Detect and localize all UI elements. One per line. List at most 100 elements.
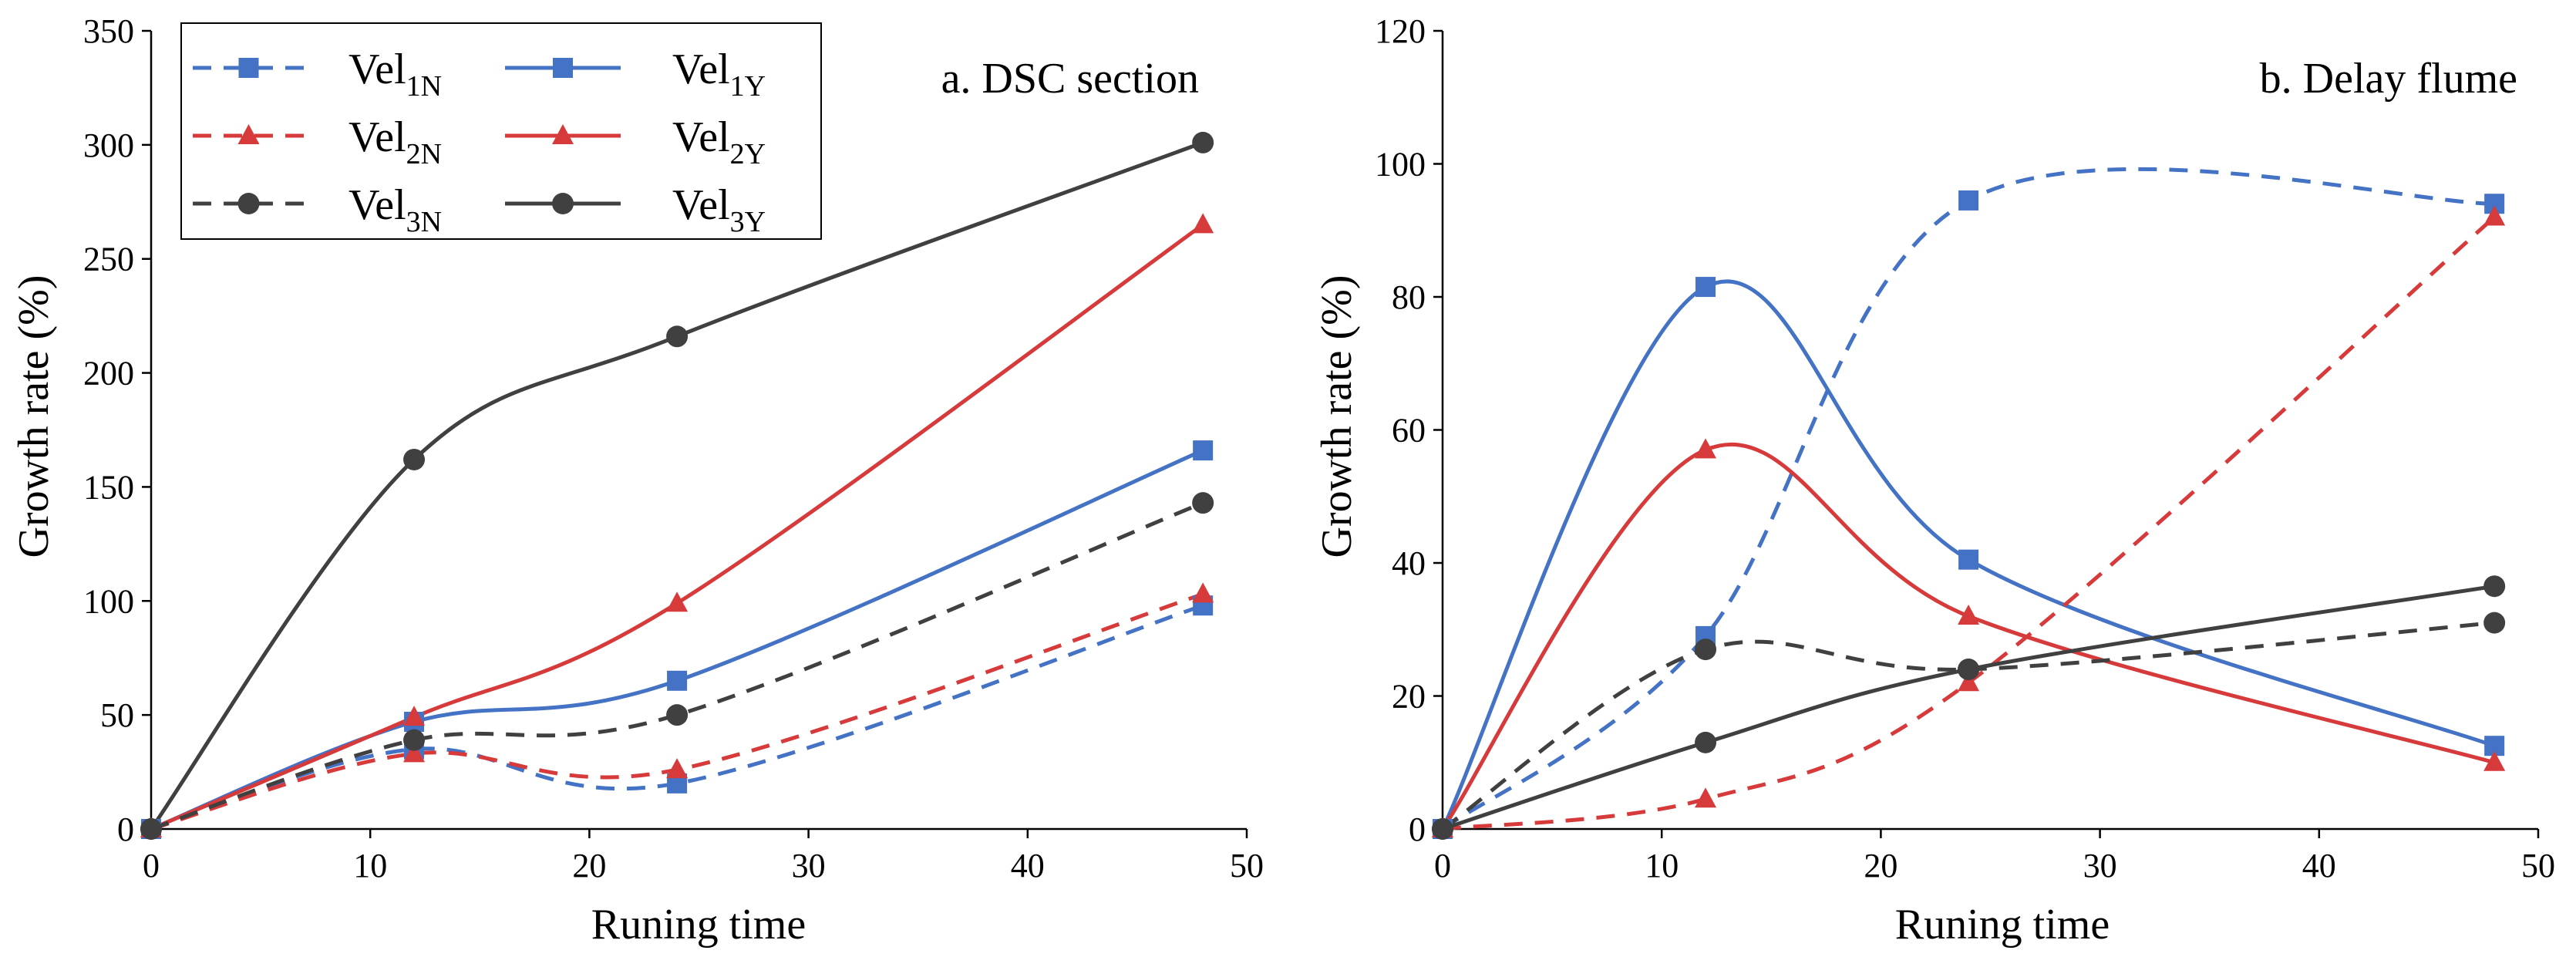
legend-label-subscript: 1Y [730, 70, 766, 103]
panel-b-data-point-Vel2Y [1958, 605, 1980, 625]
panel-a-data-point-Vel2N [403, 742, 426, 763]
panel-a-xtick-label: 20 [572, 847, 606, 885]
legend-label-base: Vel [349, 45, 406, 93]
panel-a-ytick-label: 200 [83, 355, 134, 393]
panel-a-dsc-section: Growth rate (%) Runing time a. DSC secti… [10, 12, 1264, 949]
panel-b-data-point-Vel2Y [1695, 438, 1717, 459]
panel-a-data-point-Vel3N [666, 704, 689, 726]
panel-a-data-point-Vel3Y [403, 448, 426, 470]
panel-a-data-point-Vel3Y [1192, 131, 1214, 153]
panel-a-xlabel: Runing time [591, 901, 806, 949]
panel-b-xlabel: Runing time [1895, 901, 2110, 949]
panel-b-data-point-Vel1N [1958, 190, 1979, 211]
panel-b-xtick-label: 0 [1434, 847, 1451, 885]
panel-b-data-point-Vel2N [1695, 787, 1717, 808]
panel-a-series-line-Vel3N [150, 500, 1204, 831]
panel-a-title: a. DSC section [941, 55, 1199, 103]
panel-a-data-point-Vel2N [1192, 582, 1214, 603]
panel-a-series-line-Vel2Y [150, 223, 1204, 831]
panel-b-ytick-label: 40 [1392, 544, 1426, 582]
panel-b-xtick-label: 30 [2083, 847, 2117, 885]
legend-label-subscript: 3Y [730, 206, 766, 238]
panel-b-ytick-label: 20 [1392, 678, 1426, 716]
panel-b-series-line-Vel3N [1441, 621, 2495, 831]
panel-b-series-line-Vel3Y [1442, 584, 2495, 831]
panel-a-xtick-label: 10 [353, 847, 387, 885]
legend-item-Vel2Y: Vel2Y [505, 113, 766, 170]
panel-a-series-line-Vel1N [150, 603, 1204, 831]
panel-b-ylabel: Growth rate (%) [1313, 275, 1361, 558]
panel-a-xtick-label: 40 [1011, 847, 1045, 885]
panel-b-data-point-Vel3N [1695, 639, 1717, 661]
legend-label: Vel3N [349, 181, 442, 238]
legend-label-subscript: 2N [406, 138, 442, 170]
legend-label-base: Vel [672, 45, 730, 93]
panel-a-xtick-label: 50 [1230, 847, 1264, 885]
panel-a-ytick-label: 50 [100, 696, 134, 734]
legend-label-subscript: 1N [406, 70, 442, 103]
legend-item-Vel2N: Vel2N [193, 113, 442, 170]
legend-marker [237, 124, 260, 144]
legend-label: Vel2N [349, 113, 442, 170]
legend-marker [237, 193, 260, 214]
panel-b-data-point-Vel1Y [1695, 277, 1716, 298]
panel-b-xtick-label: 40 [2302, 847, 2336, 885]
panel-a-ytick-label: 350 [83, 12, 134, 50]
panel-a-ytick-label: 100 [83, 582, 134, 620]
panel-a-data-point-Vel1Y [667, 670, 688, 691]
panel-a-plot-area [140, 131, 1214, 840]
panel-b-title: b. Delay flume [2260, 55, 2517, 103]
panel-b-delay-flume: Growth rate (%) Runing time b. Delay flu… [1313, 12, 2555, 949]
panel-b-data-point-Vel2Y [2483, 750, 2506, 771]
legend-marker [552, 124, 574, 144]
panel-b-series-line-Vel2N [1442, 215, 2496, 831]
legend-label: Vel2Y [672, 113, 766, 170]
panel-a-data-point-Vel2Y [1192, 213, 1214, 234]
panel-a-xtick-label: 30 [792, 847, 826, 885]
panel-a-data-point-Vel2N [666, 758, 689, 779]
panel-a-ytick-label: 300 [83, 126, 134, 164]
legend-label: Vel3Y [672, 181, 766, 238]
panel-a-xtick-label: 0 [143, 847, 160, 885]
panel-a-data-point-Vel3N [1192, 492, 1214, 514]
panel-b-data-point-Vel3Y [1695, 731, 1717, 753]
panel-a-series-line-Vel1Y [150, 448, 1204, 831]
panel-a-data-point-Vel3N [403, 729, 426, 751]
panel-b-series-line-Vel1N [1441, 167, 2495, 831]
legend-marker [552, 193, 574, 214]
panel-b-axes: 0 20 40 60 80 100 120 0 10 20 30 40 50 [1375, 12, 2555, 885]
panel-a-data-point-Vel2Y [666, 591, 689, 612]
panel-b-data-point-Vel2N [1958, 671, 1980, 692]
panel-b-data-point-Vel3Y [1958, 659, 1980, 680]
panel-a-data-point-Vel3Y [140, 818, 162, 840]
legend-label-base: Vel [349, 181, 406, 229]
legend-label-base: Vel [672, 181, 730, 229]
panel-a-data-point-Vel1Y [1193, 440, 1214, 461]
legend-label: Vel1Y [672, 45, 766, 103]
panel-b-xtick-label: 10 [1645, 847, 1679, 885]
legend-item-Vel3Y: Vel3Y [505, 181, 766, 238]
panel-a-ylabel: Growth rate (%) [10, 275, 58, 558]
legend-marker [553, 58, 573, 78]
legend-label-base: Vel [349, 113, 406, 161]
panel-a-series-line-Vel2N [150, 592, 1204, 831]
panel-a-axes: 0 50 100 150 200 250 300 350 0 10 20 30 40 50 [83, 12, 1264, 885]
legend-label-subscript: 3N [406, 206, 442, 238]
panel-b-data-point-Vel3Y [2483, 575, 2506, 598]
legend-item-Vel3N: Vel3N [193, 181, 442, 238]
panel-b-data-point-Vel3Y [1432, 818, 1453, 840]
panel-b-ytick-label: 80 [1392, 278, 1426, 316]
panel-b-series-line-Vel2Y [1440, 443, 2495, 831]
panel-b-ytick-label: 0 [1409, 810, 1426, 848]
panel-b-ytick-label: 100 [1375, 146, 1426, 184]
panel-b-data-point-Vel1Y [1958, 549, 1979, 570]
panel-a-ytick-label: 0 [117, 810, 134, 848]
panel-b-data-point-Vel2N [2483, 205, 2506, 226]
legend-item-Vel1Y: Vel1Y [505, 45, 766, 103]
panel-b-data-point-Vel3N [2483, 612, 2506, 634]
panel-a-series-line-Vel3Y [149, 140, 1204, 831]
panel-b-series-line-Vel1Y [1440, 279, 2496, 831]
panel-b-ytick-label: 60 [1392, 412, 1426, 450]
